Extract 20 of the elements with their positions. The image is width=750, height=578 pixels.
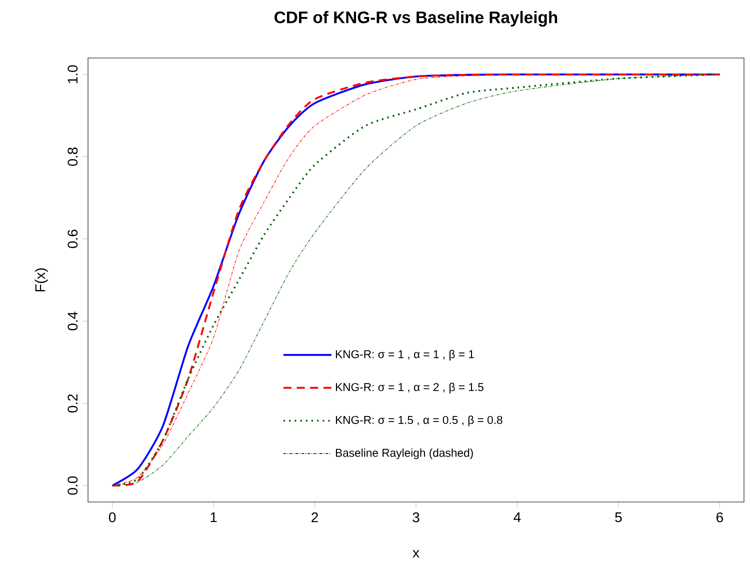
x-tick-label: 0 [108,512,116,522]
x-tick-label: 3 [412,512,420,522]
y-tick-label: 0.6 [68,230,78,248]
x-tick-label: 1 [210,512,217,522]
y-axis-title: F(x) [34,268,48,292]
x-tick-label: 6 [716,512,723,522]
y-tick-label: 0.4 [68,312,78,330]
y-tick-label: 1.0 [68,65,78,84]
legend-label: KNG-R: σ = 1 , α = 1 , β = 1 [336,350,474,360]
legend-label: KNG-R: σ = 1 , α = 2 , β = 1.5 [336,382,484,394]
x-tick-label: 4 [514,512,521,522]
x-tick-label: 2 [312,512,318,522]
y-tick-label: 0.8 [68,148,78,166]
x-axis-title: x [412,550,420,558]
y-tick-label: 0.2 [68,394,78,413]
annotation: Baseline Rayleigh (dashed) [336,448,473,460]
legend-label: KNG-R: σ = 1.5 , α = 0.5 , β = 0.8 [336,416,502,426]
y-tick-label: 0.0 [68,476,78,495]
x-tick-label: 5 [615,512,622,522]
chart-title: CDF of KNG-R vs Baseline Rayleigh [274,11,558,27]
